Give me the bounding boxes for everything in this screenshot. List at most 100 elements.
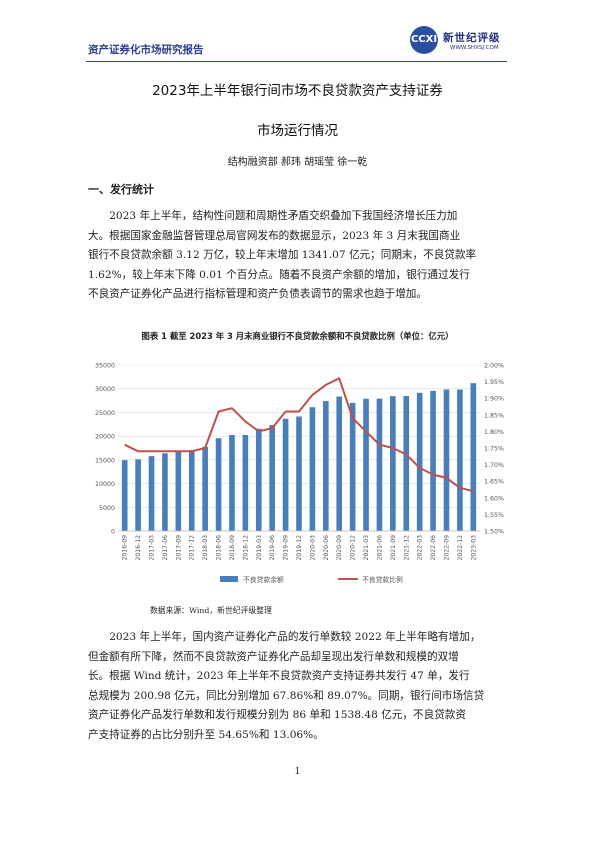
x-tick-label: 2020-06 <box>323 535 330 561</box>
x-tick-label: 2016-12 <box>135 535 142 561</box>
y-right-tick-label: 1.75% <box>484 446 504 453</box>
paragraph-1: 2023 年上半年，结构性问题和周期性矛盾交织叠加下我国经济增长压力加 大。根据… <box>88 207 507 305</box>
x-tick-label: 2019-03 <box>256 535 263 561</box>
bar <box>215 438 222 531</box>
y-left-tick-label: 0 <box>111 529 115 536</box>
bar <box>188 450 195 531</box>
y-right-tick-label: 1.55% <box>484 512 504 519</box>
x-tick-label: 2022-12 <box>457 535 464 561</box>
y-right-tick-label: 1.80% <box>484 429 504 436</box>
y-left-tick-label: 5000 <box>99 505 115 512</box>
para2-line: 但金额有所下降，然而不良贷款资产证券化产品却呈现出发行单数和规模的双增 <box>88 650 459 663</box>
x-tick-label: 2022-09 <box>443 535 450 561</box>
y-right-tick-label: 1.90% <box>484 396 504 403</box>
figure-caption: 图表 1 截至 2023 年 3 月末商业银行不良贷款余额和不良贷款比例（单位：… <box>141 331 454 341</box>
legend-bar-swatch <box>220 576 238 582</box>
bar <box>162 453 168 531</box>
x-tick-label: 2017-03 <box>149 535 156 561</box>
x-tick-label: 2020-03 <box>309 535 316 561</box>
x-tick-label: 2018-03 <box>202 535 209 561</box>
bar <box>430 390 436 531</box>
x-tick-label: 2023-03 <box>470 535 477 561</box>
legend-line-label: 不良贷款比例 <box>362 575 403 584</box>
section-heading: 一、发行统计 <box>88 183 154 196</box>
doc-title-line1: 2023年上半年银行间市场不良贷款资产支持证券 <box>152 83 443 99</box>
paragraph-2: 2023 年上半年，国内资产证券化产品的发行单数较 2022 年上半年略有增加，… <box>88 628 507 746</box>
y-left-tick-label: 15000 <box>95 457 115 464</box>
bar <box>148 456 155 531</box>
bar <box>229 434 235 531</box>
y-right-tick-label: 1.70% <box>484 462 504 469</box>
para1-line: 2023 年上半年，结构性问题和周期性矛盾交织叠加下我国经济增长压力加 <box>109 210 458 222</box>
para2-line: 产支持证券的占比分别升至 54.65%和 13.06%。 <box>88 728 324 741</box>
x-tick-label: 2017-12 <box>189 535 196 561</box>
x-tick-label: 2020-09 <box>336 535 343 561</box>
authors: 结构融资部 郝玮 胡瑶莹 徐一乾 <box>227 157 368 168</box>
y-right-tick-label: 1.95% <box>484 379 504 386</box>
y-right-tick-label: 1.65% <box>484 479 504 486</box>
para1-line: 大。根据国家金融监督管理总局官网发布的数据显示，2023 年 3 月末我国商业 <box>88 229 461 242</box>
para1-line: 银行不良贷款余额 3.12 万亿，较上年末增加 1341.07 亿元；同期末，不… <box>88 249 477 262</box>
legend-bar-label: 不良贷款余额 <box>243 575 284 584</box>
line-series-ratio <box>124 377 474 493</box>
y-right-tick-label: 2.00% <box>484 363 504 370</box>
chart: 0 5000 10000 15000 20000 25000 30000 35000 1.50%… <box>88 343 508 595</box>
para1-line: 不良资产证券化产品进行指标管理和资产负债表调节的需求也趋于增加。 <box>88 288 427 301</box>
chart-svg: 0 5000 10000 15000 20000 25000 30000 35000 1.50%… <box>95 363 504 585</box>
logo-mark: CCXI <box>410 26 438 54</box>
header-divider <box>86 61 507 62</box>
para2-line: 2023 年上半年，国内资产证券化产品的发行单数较 2022 年上半年略有增加， <box>109 631 481 643</box>
x-tick-label: 2021-09 <box>390 535 397 561</box>
header-title: 资产证券化市场研究报告 <box>88 44 204 56</box>
bar <box>269 424 276 531</box>
bar <box>296 416 302 531</box>
y-right-tick-label: 1.60% <box>484 495 504 502</box>
para1-line: 1.62%，较上年末下降 0.01 个百分点。随着不良资产余额的增加，银行通过发… <box>88 268 470 281</box>
bar <box>470 383 477 531</box>
x-tick-label: 2022-03 <box>417 535 424 561</box>
y-left-tick-label: 10000 <box>95 481 115 488</box>
y-right-tick-label: 1.85% <box>484 412 504 419</box>
x-tick-label: 2019-12 <box>296 535 303 561</box>
bar <box>363 398 369 531</box>
bar <box>282 418 289 531</box>
bar <box>349 402 356 531</box>
para2-line: 资产证券化产品发行单数和发行规模分别为 86 单和 1538.48 亿元，不良贷… <box>88 709 466 722</box>
page-number: 1 <box>294 767 301 777</box>
logo-name: 新世纪评级 <box>443 32 501 44</box>
bar <box>202 446 208 531</box>
bar <box>309 407 316 531</box>
x-tick-label: 2020-12 <box>350 535 357 561</box>
figure-source: 数据来源：Wind，新世纪评级整理 <box>150 606 272 615</box>
y-left-tick-label: 30000 <box>95 386 115 393</box>
y-left-tick-label: 20000 <box>95 434 115 441</box>
x-tick-label: 2018-09 <box>229 535 236 561</box>
y-left-tick-label: 25000 <box>95 410 115 417</box>
bar <box>255 428 262 531</box>
x-tick-label: 2021-06 <box>376 535 383 561</box>
x-tick-label: 2019-06 <box>269 535 276 561</box>
doc-title-line2: 市场运行情况 <box>257 123 338 139</box>
x-tick-label: 2016-09 <box>122 535 129 561</box>
bar <box>416 392 423 531</box>
x-tick-label: 2018-12 <box>242 535 249 561</box>
bar <box>403 395 410 531</box>
x-tick-label: 2017-09 <box>175 535 182 561</box>
y-right-tick-label: 1.50% <box>484 529 504 536</box>
para2-line: 长。根据 Wind 统计，2023 年上半年不良贷款资产支持证券共发行 47 单… <box>88 670 470 683</box>
bar <box>390 396 396 531</box>
bar <box>135 459 141 531</box>
bar <box>376 398 383 531</box>
x-tick-label: 2021-12 <box>403 535 410 561</box>
bar <box>322 401 329 531</box>
bar <box>121 460 128 531</box>
logo: CCXI 新世纪评级 WWW.SHXSJ.COM <box>410 26 510 60</box>
x-tick-label: 2022-06 <box>430 535 437 561</box>
x-tick-label: 2017-06 <box>162 535 169 561</box>
bar <box>175 451 182 531</box>
bar <box>443 389 450 531</box>
x-tick-label: 2018-06 <box>216 535 223 561</box>
logo-url: WWW.SHXSJ.COM <box>450 45 499 51</box>
x-tick-label: 2019-09 <box>283 535 290 561</box>
y-left-tick-label: 35000 <box>95 363 115 370</box>
